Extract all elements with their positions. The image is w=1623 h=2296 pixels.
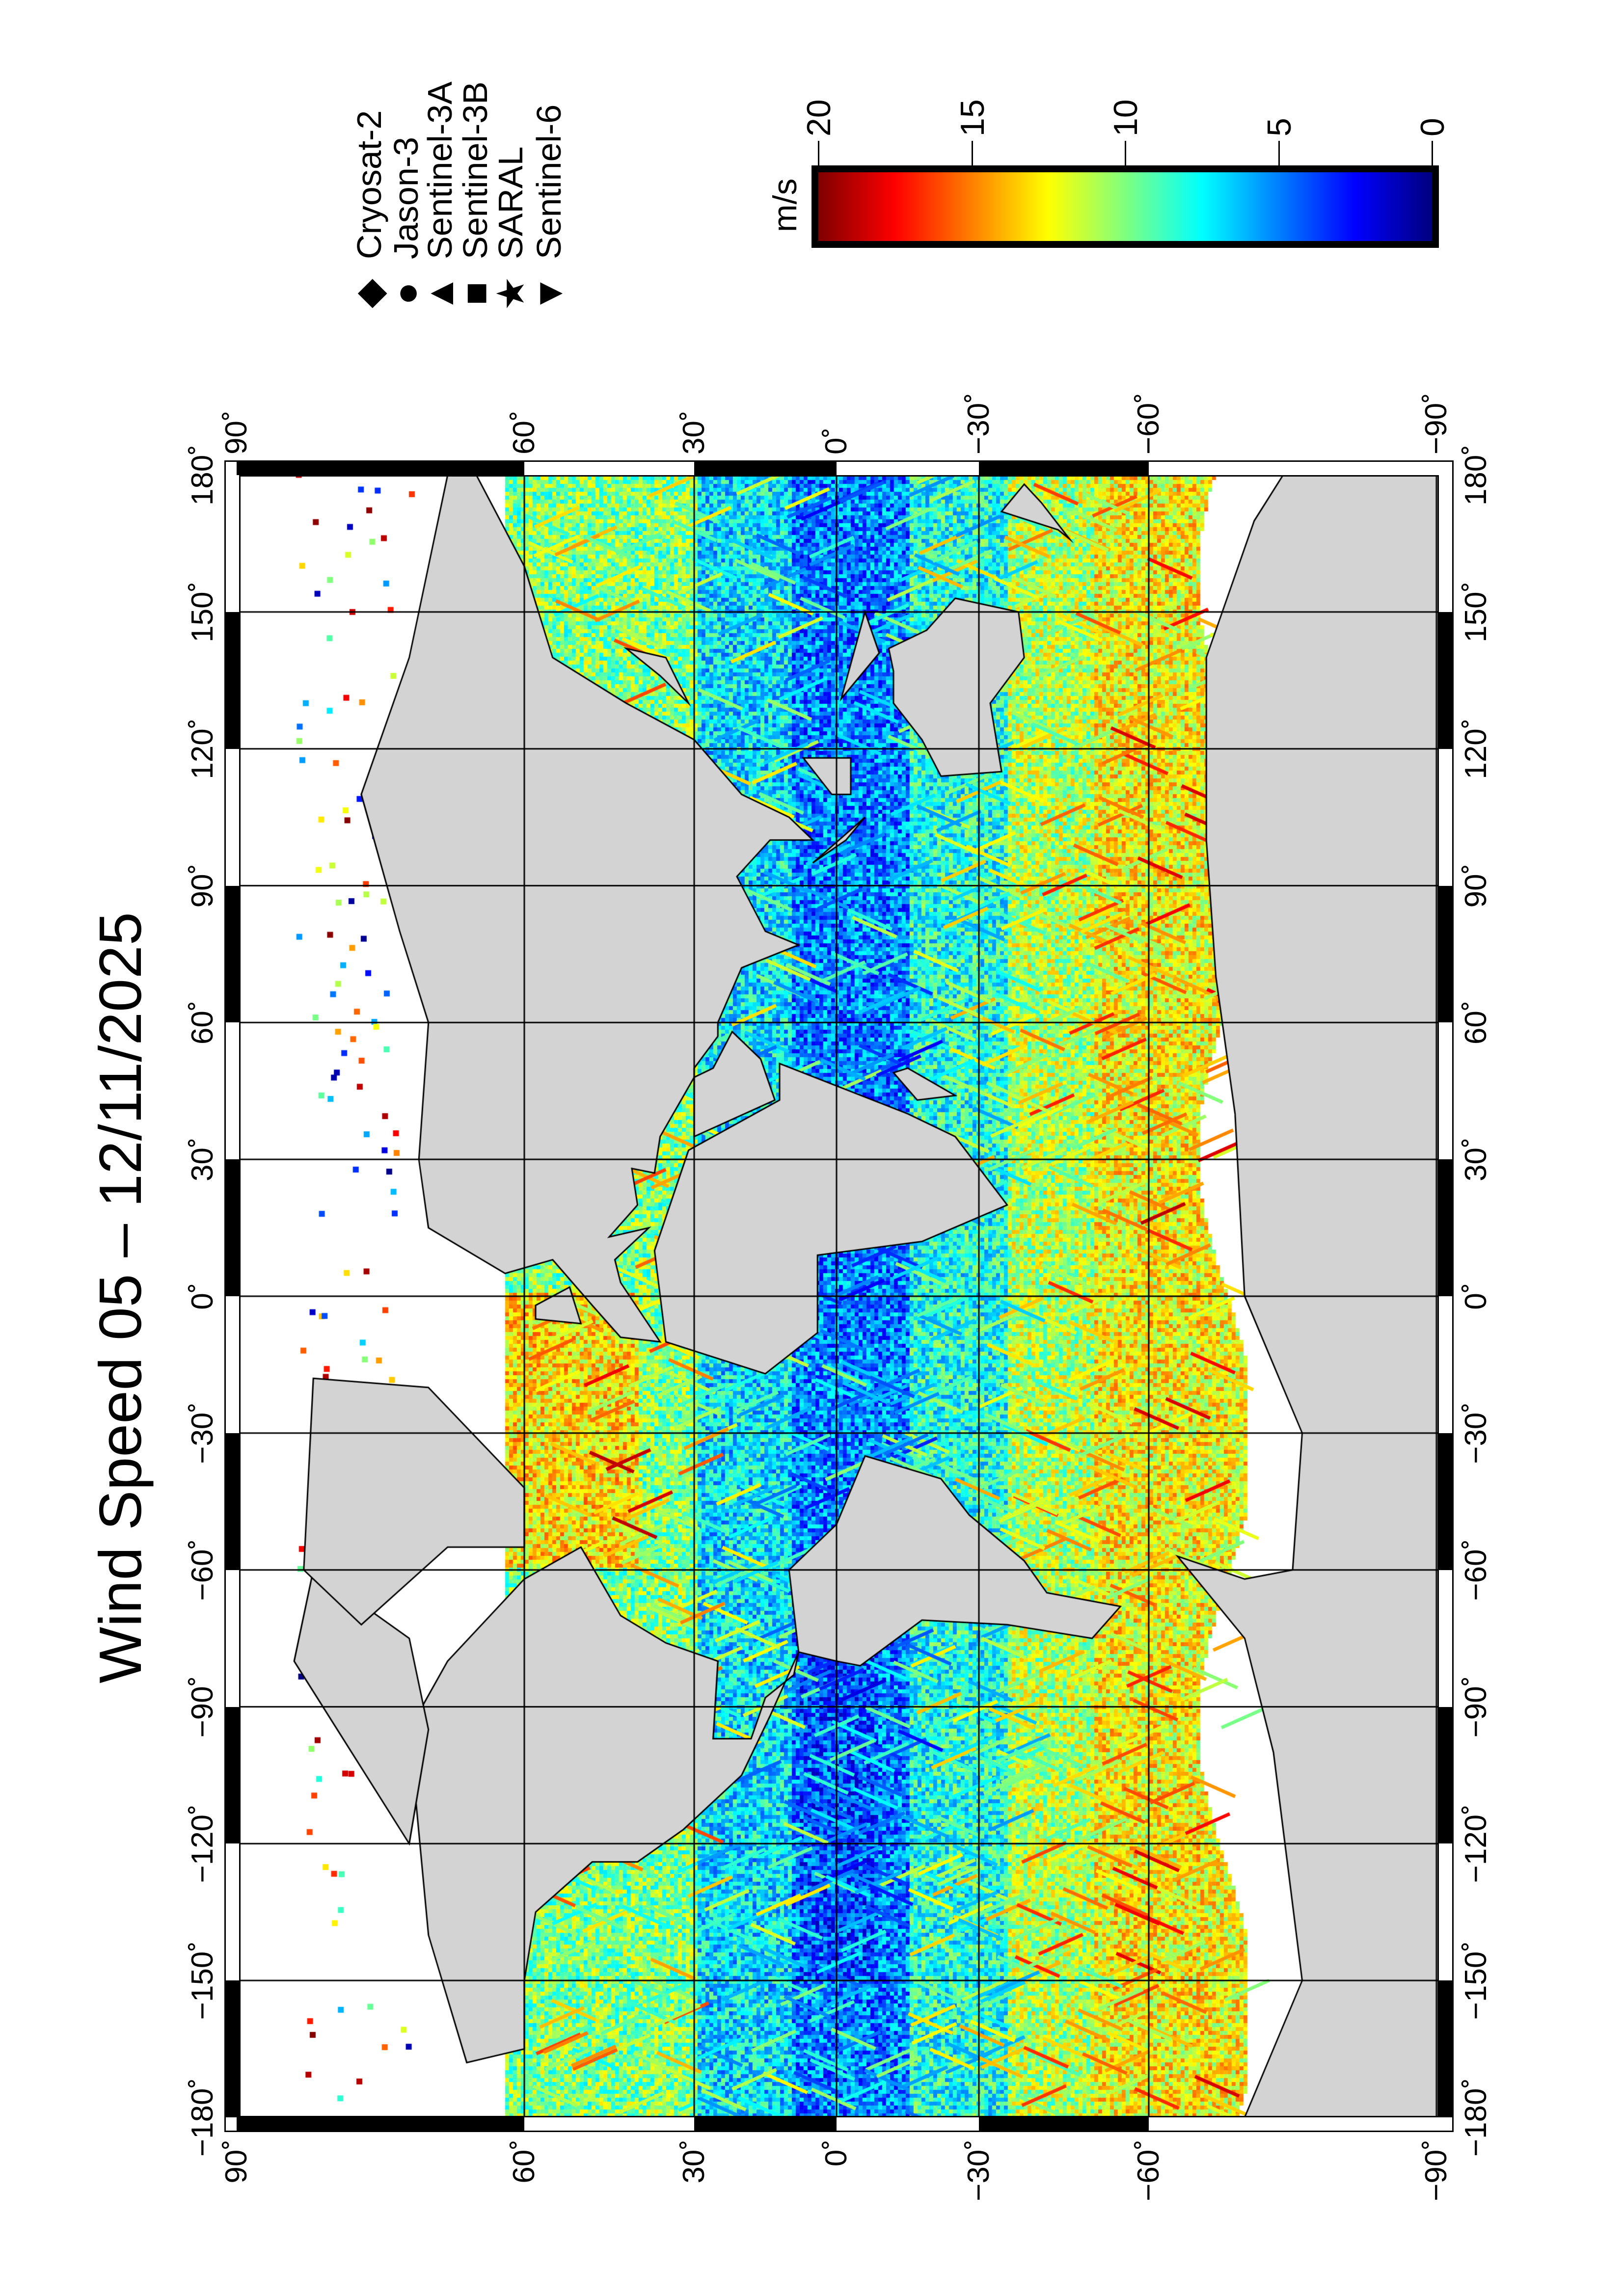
legend-item: ▼ Sentinel-6 (527, 104, 570, 313)
lat-label-right: 30˚ (677, 410, 711, 454)
legend-item: ■ Sentinel-3B (454, 81, 497, 313)
lat-label-left: 90˚ (219, 2139, 253, 2184)
colorbar (812, 165, 1439, 248)
triangle-symbol-icon: ▲ (418, 274, 461, 313)
legend-label: SARAL (491, 146, 530, 259)
lon-label-top: 60˚ (186, 1000, 219, 1045)
lat-label-right: 60˚ (507, 410, 541, 454)
lat-label-right: −30˚ (962, 393, 996, 454)
lat-label-right: −90˚ (1419, 393, 1453, 454)
lat-label-left: 0˚ (819, 2139, 853, 2167)
lon-label-bottom: −180˚ (1459, 2078, 1493, 2157)
colorbar-tick-label: 5 (1260, 118, 1298, 136)
legend-item: ◆ Cryosat-2 (348, 110, 391, 313)
lat-label-right: −60˚ (1132, 393, 1165, 454)
lon-label-top: 0˚ (186, 1282, 219, 1310)
lon-label-bottom: 120˚ (1459, 718, 1493, 779)
lon-label-top: −120˚ (186, 1804, 219, 1883)
lon-label-bottom: 150˚ (1459, 581, 1493, 642)
colorbar-tick-label: 15 (953, 99, 991, 136)
lon-label-bottom: 90˚ (1459, 863, 1493, 908)
colorbar-tick (818, 141, 819, 165)
legend-label: Sentinel-6 (530, 104, 568, 259)
colorbar-tick (1278, 141, 1280, 165)
star-symbol-icon: ★ (489, 276, 532, 311)
colorbar-tick (971, 141, 973, 165)
lon-label-bottom: −150˚ (1459, 1941, 1493, 2020)
lon-label-top: 180˚ (186, 444, 219, 506)
lat-label-left: −90˚ (1419, 2139, 1453, 2201)
inverted-triangle-symbol-icon: ▼ (527, 274, 570, 313)
colorbar-unit: m/s (766, 178, 804, 232)
lat-label-right: 90˚ (219, 410, 253, 454)
lon-label-bottom: 60˚ (1459, 1000, 1493, 1045)
lon-label-top: 30˚ (186, 1137, 219, 1181)
legend-item: ★ SARAL (489, 146, 532, 313)
square-symbol-icon: ■ (454, 282, 497, 305)
legend-item: ▲ Sentinel-3A (418, 81, 461, 313)
lat-label-left: −60˚ (1132, 2139, 1165, 2201)
legend-label: Sentinel-3A (421, 81, 459, 259)
lon-label-bottom: 30˚ (1459, 1137, 1493, 1181)
colorbar-tick (1125, 141, 1126, 165)
lon-label-top: −150˚ (186, 1941, 219, 2020)
lon-label-top: 150˚ (186, 581, 219, 642)
legend-label: Sentinel-3B (456, 81, 494, 259)
lon-label-top: −60˚ (186, 1539, 219, 1601)
lon-label-top: 120˚ (186, 718, 219, 779)
lon-label-top: 90˚ (186, 863, 219, 908)
diamond-symbol-icon: ◆ (348, 279, 391, 308)
legend-label: Jason-3 (387, 136, 425, 259)
lon-label-bottom: −30˚ (1459, 1402, 1493, 1464)
map-title: Wind Speed 05 – 12/11/2025 (87, 912, 154, 1683)
lon-label-top: −180˚ (186, 2078, 219, 2157)
lon-label-top: −90˚ (186, 1676, 219, 1738)
lon-label-bottom: −120˚ (1459, 1804, 1493, 1883)
lat-label-left: 30˚ (677, 2139, 711, 2184)
lon-label-bottom: 180˚ (1459, 444, 1493, 506)
lon-label-bottom: −90˚ (1459, 1676, 1493, 1738)
frame-inner (239, 475, 1439, 2117)
lat-label-left: −30˚ (962, 2139, 996, 2201)
colorbar-tick-label: 20 (800, 99, 838, 136)
lon-label-bottom: 0˚ (1459, 1282, 1493, 1310)
legend-label: Cryosat-2 (350, 110, 388, 259)
colorbar-tick (1432, 141, 1433, 165)
lon-label-bottom: −60˚ (1459, 1539, 1493, 1601)
colorbar-tick-label: 0 (1414, 118, 1451, 136)
lat-label-right: 0˚ (819, 427, 853, 454)
lat-label-left: 60˚ (507, 2139, 541, 2184)
lon-label-top: −30˚ (186, 1402, 219, 1464)
colorbar-tick-label: 10 (1107, 99, 1144, 136)
